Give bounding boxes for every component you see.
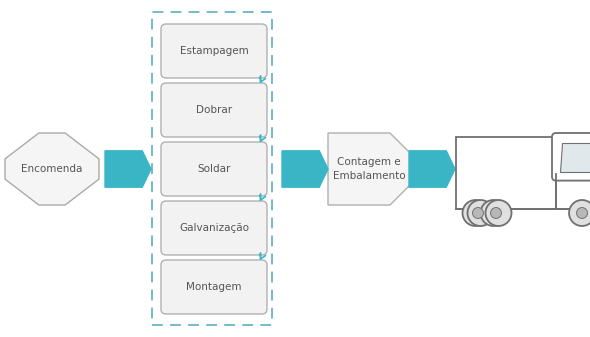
- FancyBboxPatch shape: [161, 83, 267, 137]
- Polygon shape: [282, 151, 328, 187]
- Text: Soldar: Soldar: [197, 164, 231, 174]
- Polygon shape: [5, 133, 99, 205]
- Bar: [456, 137, 556, 209]
- FancyBboxPatch shape: [161, 201, 267, 255]
- Bar: [152, 12, 272, 325]
- Text: Encomenda: Encomenda: [21, 164, 83, 174]
- Text: Galvanização: Galvanização: [179, 223, 249, 233]
- Circle shape: [486, 200, 512, 226]
- FancyBboxPatch shape: [552, 133, 590, 181]
- Text: Estampagem: Estampagem: [179, 46, 248, 56]
- FancyBboxPatch shape: [161, 142, 267, 196]
- Text: Contagem e
Embalamento: Contagem e Embalamento: [333, 157, 405, 181]
- Circle shape: [480, 200, 506, 226]
- Text: Dobrar: Dobrar: [196, 105, 232, 115]
- Circle shape: [463, 200, 489, 226]
- Bar: [556, 137, 590, 209]
- Polygon shape: [409, 151, 455, 187]
- PathPatch shape: [328, 133, 410, 205]
- Circle shape: [473, 208, 483, 218]
- Circle shape: [569, 200, 590, 226]
- FancyBboxPatch shape: [161, 24, 267, 78]
- Circle shape: [490, 208, 502, 218]
- Polygon shape: [105, 151, 151, 187]
- Circle shape: [467, 200, 493, 226]
- FancyBboxPatch shape: [161, 260, 267, 314]
- Circle shape: [576, 208, 588, 218]
- Polygon shape: [560, 143, 590, 172]
- Text: Montagem: Montagem: [186, 282, 242, 292]
